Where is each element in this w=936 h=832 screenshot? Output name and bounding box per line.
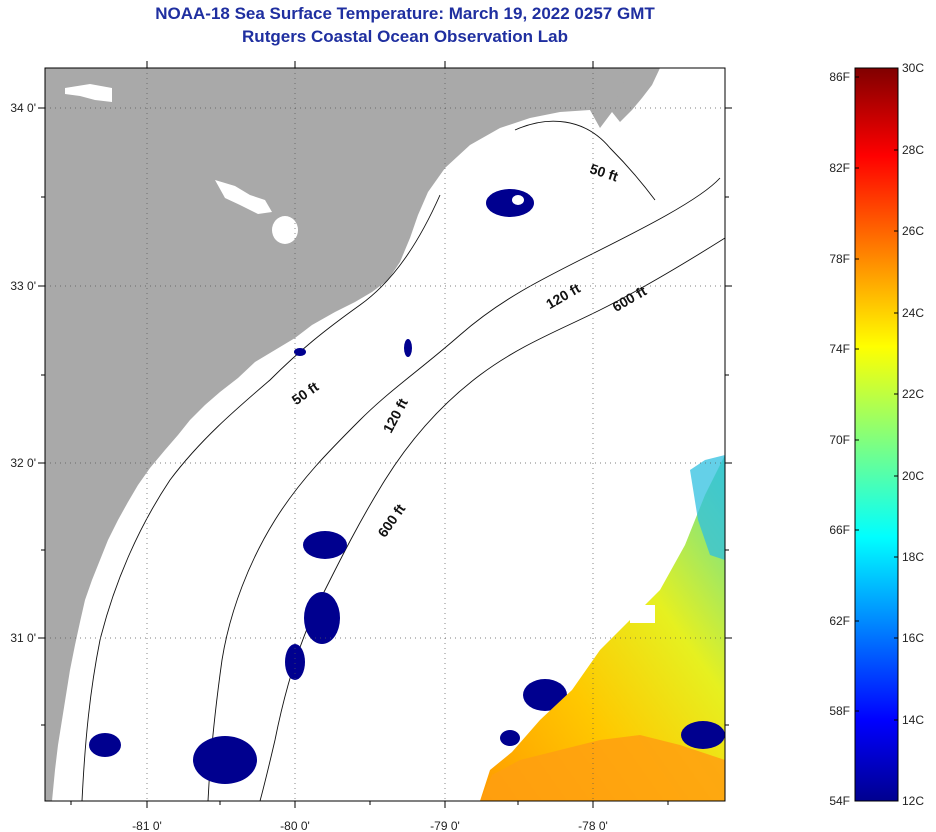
colorbar-f-label: 58F	[829, 704, 850, 718]
colorbar-f-label: 86F	[829, 70, 850, 84]
contour-50ft	[81, 194, 441, 801]
map-title: NOAA-18 Sea Surface Temperature: March 1…	[155, 4, 655, 23]
lon-label: -81 0'	[132, 819, 162, 832]
lake	[65, 84, 112, 102]
axis-ticks	[38, 61, 732, 808]
lake	[215, 180, 272, 214]
colorbar-f-label: 70F	[829, 433, 850, 447]
colorbar-c-label: 20C	[902, 469, 924, 483]
contour-600ft	[259, 237, 725, 801]
colorbar-f-label: 74F	[829, 342, 850, 356]
cold-eddy	[681, 721, 725, 749]
graticule	[45, 68, 725, 801]
colorbar-c-label: 14C	[902, 713, 924, 727]
contour-120ft	[207, 177, 721, 801]
lat-label: 32 0'	[10, 456, 36, 470]
colorbar-c-label: 16C	[902, 631, 924, 645]
colorbar-c-label: 24C	[902, 306, 924, 320]
colorbar-c-label: 28C	[902, 143, 924, 157]
lat-label: 34 0'	[10, 101, 36, 115]
sst-gulfstream-orange	[480, 735, 725, 801]
colorbar-c-label: 22C	[902, 387, 924, 401]
map-subtitle: Rutgers Coastal Ocean Observation Lab	[242, 27, 568, 46]
colorbar-f-label: 54F	[829, 794, 850, 808]
map-frame	[44, 67, 726, 802]
colorbar-c-label: 30C	[902, 61, 924, 75]
lon-label: -78 0'	[578, 819, 608, 832]
colorbar-c-label: 26C	[902, 224, 924, 238]
colorbar: 86F 82F 78F 74F 70F 66F 62F 58F 54F 30C …	[829, 61, 924, 808]
colorbar-c-label: 18C	[902, 550, 924, 564]
land-peninsula	[612, 68, 660, 122]
colorbar-gradient	[854, 67, 899, 802]
lon-label: -79 0'	[430, 819, 460, 832]
sst-warm-field	[480, 455, 725, 801]
land-area	[45, 68, 640, 801]
contour-50ft-north	[514, 120, 656, 201]
colorbar-f-label: 62F	[829, 614, 850, 628]
colorbar-f-label: 78F	[829, 252, 850, 266]
lon-label: -80 0'	[280, 819, 310, 832]
sst-edge-cyan	[690, 455, 725, 560]
colorbar-f-label: 66F	[829, 523, 850, 537]
lat-label: 33 0'	[10, 279, 36, 293]
lake	[272, 216, 298, 244]
colorbar-c-label: 12C	[902, 794, 924, 808]
cloud-hole	[512, 195, 524, 205]
cloud-gap	[630, 605, 655, 623]
lat-label: 31 0'	[10, 631, 36, 645]
colorbar-f-label: 82F	[829, 161, 850, 175]
